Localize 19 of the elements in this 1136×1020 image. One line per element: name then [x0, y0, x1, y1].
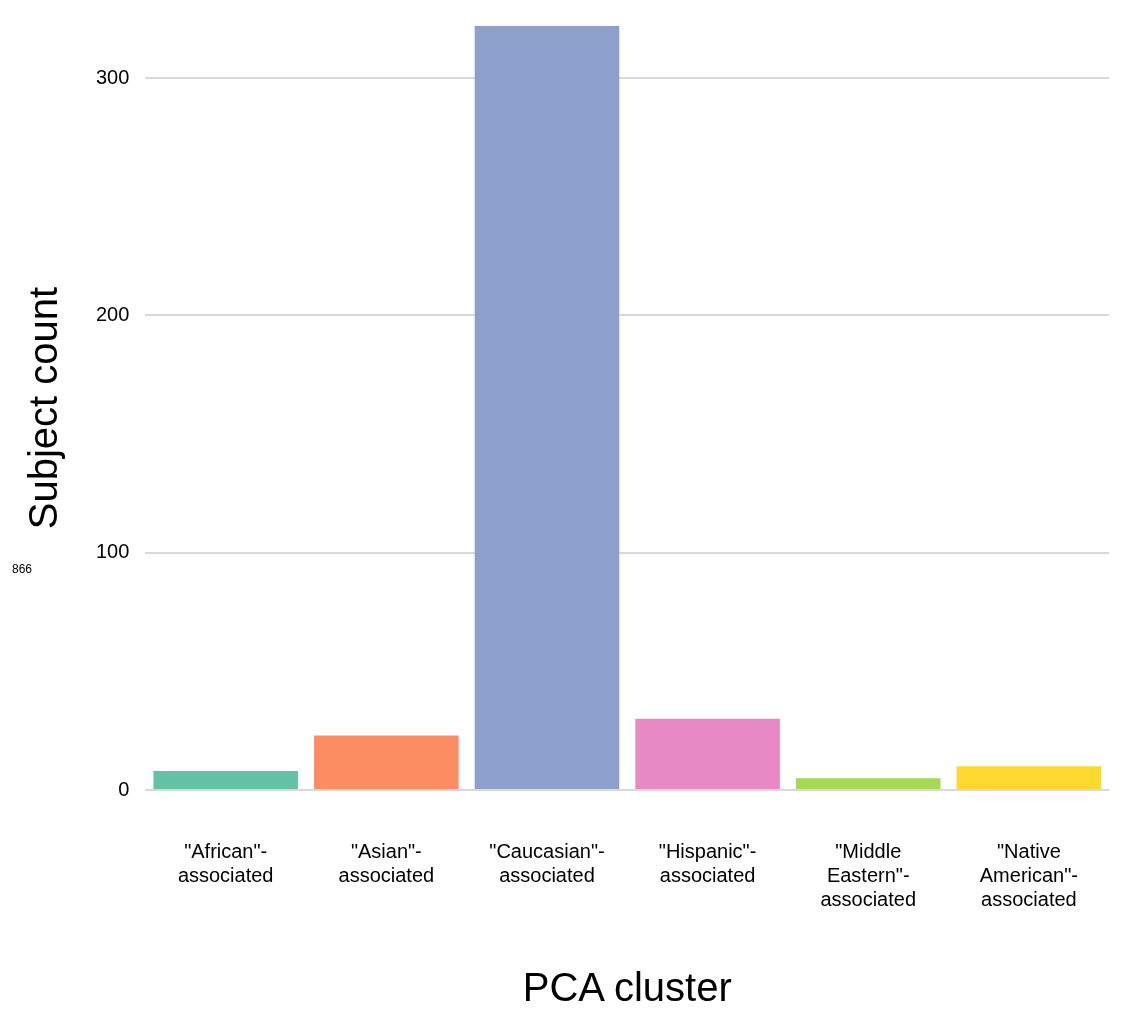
x-tick-label: "Hispanic"-associated: [658, 839, 757, 886]
y-tick-label: 200: [95, 302, 130, 325]
x-tick-label: "Native American"-associated: [979, 839, 1078, 910]
y-tick-label: 300: [95, 65, 130, 88]
x-tick-label: "Caucasian"-associated: [489, 839, 605, 886]
bar: [956, 766, 1102, 789]
y-axis-title: Subject count: [21, 286, 66, 530]
x-axis-title: PCA cluster: [522, 965, 732, 1010]
x-tick-label: "African"-associated: [177, 839, 274, 886]
text: 866: [12, 562, 33, 577]
bar: [474, 26, 620, 789]
bar: [314, 735, 459, 789]
y-tick-label: 0: [118, 777, 130, 800]
x-tick-label: "Asian"-associated: [338, 839, 435, 886]
x-tick-label: "Middle Eastern"-associated: [820, 839, 917, 910]
bar: [795, 778, 941, 789]
bar: [153, 771, 298, 789]
bar: [635, 718, 780, 789]
y-tick-label: 100: [95, 540, 130, 563]
